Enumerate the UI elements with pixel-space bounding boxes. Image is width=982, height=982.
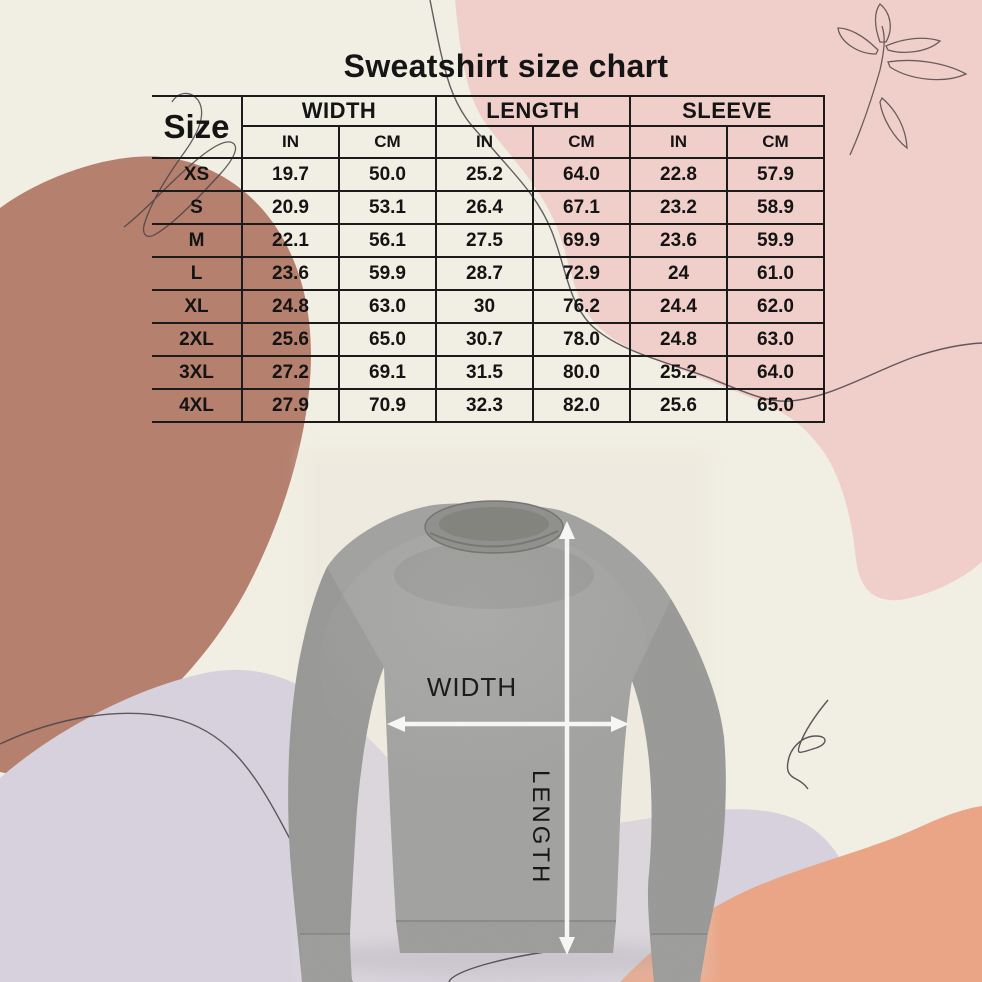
- value-cell: 27.9: [241, 388, 340, 423]
- value-cell: 24.8: [241, 289, 340, 324]
- length-in-header: IN: [435, 125, 534, 159]
- length-measure-label: LENGTH: [527, 770, 554, 886]
- size-label: 3XL: [152, 355, 243, 390]
- value-cell: 59.9: [338, 256, 437, 291]
- table-row-l: L 23.6 59.9 28.7 72.9 24 61.0: [152, 256, 826, 291]
- sweatshirt-diagram: [288, 500, 726, 982]
- value-cell: 28.7: [435, 256, 534, 291]
- table-row-s: S 20.9 53.1 26.4 67.1 23.2 58.9: [152, 190, 826, 225]
- value-cell: 62.0: [726, 289, 826, 324]
- value-cell: 25.6: [241, 322, 340, 357]
- value-cell: 24.8: [629, 322, 729, 357]
- value-cell: 31.5: [435, 355, 534, 390]
- value-cell: 65.0: [726, 388, 826, 423]
- value-cell: 25.2: [435, 157, 534, 192]
- width-arrow: [387, 716, 629, 732]
- value-cell: 61.0: [726, 256, 826, 291]
- value-cell: 50.0: [338, 157, 437, 192]
- value-cell: 22.1: [241, 223, 340, 258]
- value-cell: 32.3: [435, 388, 534, 423]
- value-cell: 25.2: [629, 355, 729, 390]
- value-cell: 67.1: [531, 190, 632, 225]
- value-cell: 30.7: [435, 322, 534, 357]
- value-cell: 27.2: [241, 355, 340, 390]
- size-label: S: [152, 190, 243, 225]
- length-arrow: [559, 521, 575, 955]
- value-cell: 64.0: [726, 355, 826, 390]
- sleeve-group-header: SLEEVE: [629, 95, 826, 127]
- table-row-2xl: 2XL 25.6 65.0 30.7 78.0 24.8 63.0: [152, 322, 826, 357]
- value-cell: 69.1: [338, 355, 437, 390]
- width-in-header: IN: [242, 125, 340, 159]
- value-cell: 22.8: [629, 157, 729, 192]
- value-cell: 63.0: [726, 322, 826, 357]
- length-group-header: LENGTH: [434, 95, 632, 127]
- value-cell: 69.9: [531, 223, 632, 258]
- table-row-3xl: 3XL 27.2 69.1 31.5 80.0 25.2 64.0: [152, 355, 826, 390]
- value-cell: 65.0: [338, 322, 437, 357]
- value-cell: 53.1: [338, 190, 437, 225]
- value-cell: 20.9: [241, 190, 340, 225]
- value-cell: 23.6: [241, 256, 340, 291]
- table-row-m: M 22.1 56.1 27.5 69.9 23.6 59.9: [152, 223, 826, 258]
- value-cell: 59.9: [726, 223, 826, 258]
- table-row-xs: XS 19.7 50.0 25.2 64.0 22.8 57.9: [152, 157, 826, 192]
- squiggle-doodle: [786, 699, 829, 790]
- length-cm-header: CM: [531, 125, 632, 159]
- size-label: L: [152, 256, 243, 291]
- size-chart-table: Size WIDTH LENGTH SLEEVE IN CM IN CM IN …: [152, 95, 826, 423]
- value-cell: 63.0: [338, 289, 437, 324]
- size-label: M: [152, 223, 243, 258]
- value-cell: 56.1: [338, 223, 437, 258]
- sleeve-in-header: IN: [629, 125, 729, 159]
- value-cell: 57.9: [726, 157, 826, 192]
- value-cell: 23.2: [629, 190, 729, 225]
- size-column-header: Size: [152, 95, 243, 159]
- value-cell: 64.0: [531, 157, 632, 192]
- value-cell: 24.4: [629, 289, 729, 324]
- width-cm-header: CM: [338, 125, 437, 159]
- collar: [424, 500, 564, 554]
- value-cell: 25.6: [629, 388, 729, 423]
- sleeve-cm-header: CM: [726, 125, 826, 159]
- table-row-xl: XL 24.8 63.0 30 76.2 24.4 62.0: [152, 289, 826, 324]
- value-cell: 72.9: [531, 256, 632, 291]
- value-cell: 26.4: [435, 190, 534, 225]
- value-cell: 30: [435, 289, 534, 324]
- page-title: Sweatshirt size chart: [343, 48, 669, 84]
- value-cell: 58.9: [726, 190, 826, 225]
- value-cell: 78.0: [531, 322, 632, 357]
- size-label: XL: [152, 289, 243, 324]
- value-cell: 19.7: [241, 157, 340, 192]
- size-label: XS: [152, 157, 243, 192]
- value-cell: 27.5: [435, 223, 534, 258]
- value-cell: 70.9: [338, 388, 437, 423]
- leaf-sprig-doodle: [837, 3, 968, 156]
- table-row-4xl: 4XL 27.9 70.9 32.3 82.0 25.6 65.0: [152, 388, 826, 423]
- width-measure-label: WIDTH: [426, 672, 518, 702]
- value-cell: 23.6: [629, 223, 729, 258]
- value-cell: 76.2: [531, 289, 632, 324]
- size-label: 2XL: [152, 322, 243, 357]
- value-cell: 24: [629, 256, 729, 291]
- width-group-header: WIDTH: [241, 95, 437, 127]
- value-cell: 80.0: [531, 355, 632, 390]
- value-cell: 82.0: [531, 388, 632, 423]
- size-label: 4XL: [152, 388, 243, 423]
